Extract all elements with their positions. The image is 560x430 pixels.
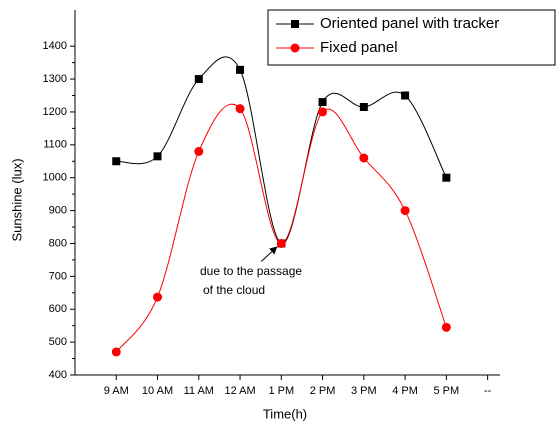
x-tick-label: 11 AM	[184, 385, 214, 397]
marker	[318, 98, 327, 107]
marker	[441, 322, 451, 332]
legend-label: Oriented panel with tracker	[320, 15, 499, 32]
marker	[401, 91, 410, 100]
x-tick-label: 1 PM	[268, 385, 294, 397]
y-tick-label: 700	[49, 270, 67, 282]
x-tick-label: 12 AM	[224, 385, 255, 397]
x-tick-label: 9 AM	[104, 385, 129, 397]
x-tick-label: 2 PM	[310, 385, 336, 397]
y-tick-label: 1100	[43, 139, 67, 151]
y-axis-label: Sunshine (lux)	[9, 158, 24, 241]
x-tick-label: 3 PM	[351, 385, 377, 397]
marker	[153, 292, 163, 302]
marker	[318, 107, 328, 117]
marker	[194, 75, 203, 84]
x-axis-label: Time(h)	[263, 406, 307, 421]
y-tick-label: 900	[49, 204, 67, 216]
y-tick-label: 1200	[43, 106, 67, 118]
y-tick-label: 400	[49, 369, 67, 381]
legend-box	[267, 9, 556, 66]
y-tick-label: 1300	[43, 73, 67, 85]
annotation-arrowhead	[269, 246, 278, 255]
legend-marker	[291, 20, 299, 28]
marker	[111, 347, 121, 357]
legend-marker	[290, 43, 300, 53]
y-tick-label: 1400	[43, 40, 67, 52]
marker	[235, 104, 245, 114]
marker	[112, 157, 121, 166]
annotation: of the cloud	[203, 283, 265, 297]
legend: Oriented panel with tracker Fixed panel	[267, 9, 556, 66]
marker	[442, 173, 451, 182]
x-tick-label: --	[484, 385, 492, 397]
marker	[153, 152, 162, 161]
marker	[194, 146, 204, 156]
marker	[359, 153, 369, 163]
x-tick-label: 4 PM	[392, 385, 418, 397]
marker	[359, 103, 368, 112]
annotation: due to the passage	[200, 264, 302, 278]
x-tick-label: 5 PM	[434, 385, 460, 397]
y-tick-label: 600	[49, 303, 67, 315]
legend-label: Fixed panel	[320, 39, 398, 56]
x-tick-label: 10 AM	[142, 385, 173, 397]
y-tick-label: 500	[49, 336, 67, 348]
y-tick-label: 800	[49, 237, 67, 249]
y-tick-label: 1000	[43, 172, 67, 184]
marker	[276, 238, 286, 248]
marker	[236, 65, 245, 74]
marker	[400, 206, 410, 216]
